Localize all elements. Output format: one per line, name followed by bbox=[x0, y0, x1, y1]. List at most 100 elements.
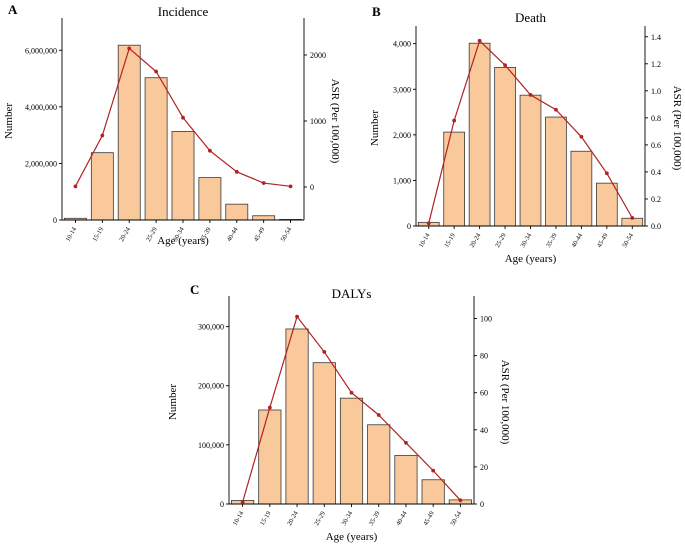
x-tick-label: 10-14 bbox=[232, 510, 246, 527]
asr-point-35-39 bbox=[207, 148, 212, 153]
x-axis-label: Age (years) bbox=[326, 531, 378, 543]
asr-point-30-34 bbox=[349, 390, 354, 395]
bar-45-49 bbox=[421, 479, 445, 505]
y-right-tick-label: 1.4 bbox=[651, 33, 661, 42]
asr-point-40-44 bbox=[579, 134, 584, 139]
y-tick-label: 4,000,000 bbox=[25, 103, 57, 112]
bar-20-24 bbox=[468, 42, 491, 227]
y-axis-label: Number bbox=[3, 103, 15, 139]
x-tick-label: 15-19 bbox=[443, 232, 457, 249]
bar-35-39 bbox=[367, 424, 391, 505]
panel-b: B Death 0 1,000 2,000 3,000 4,000 0.0 0.2 0.4 0.6 0… bbox=[369, 4, 683, 265]
asr-point-30-34 bbox=[181, 115, 185, 120]
x-tick-label: 50-54 bbox=[621, 232, 635, 249]
bar-25-29 bbox=[144, 77, 168, 221]
x-tick-label: 35-39 bbox=[368, 510, 382, 527]
x-tick-label: 20-24 bbox=[469, 232, 483, 249]
y-right-axis-label: ASR (Per 100,000) bbox=[499, 360, 511, 445]
x-tick-label: 45-49 bbox=[422, 510, 436, 527]
y-tick-label: 3,000 bbox=[393, 85, 411, 94]
y-tick-label: 2,000,000 bbox=[25, 159, 57, 168]
y-right-tick-label: 2000 bbox=[310, 51, 326, 60]
x-tick-label: 15-19 bbox=[91, 226, 105, 243]
x-tick-label: 40-44 bbox=[395, 510, 409, 527]
bar-40-44 bbox=[225, 203, 249, 221]
y-right-tick-label: 80 bbox=[480, 352, 488, 361]
y-right-tick-label: 20 bbox=[480, 463, 488, 472]
panel-a: A Incidence02,000,0004,000,0006,000,00001… bbox=[3, 2, 341, 247]
bar-40-44 bbox=[570, 150, 593, 227]
asr-point-45-49 bbox=[604, 171, 609, 176]
x-tick-label: 20-24 bbox=[286, 510, 300, 527]
chart-title: Death bbox=[515, 10, 547, 25]
y-tick-label: 200,000 bbox=[198, 382, 224, 391]
y-tick-label: 2,000 bbox=[393, 131, 411, 140]
bar-35-39 bbox=[545, 116, 567, 227]
x-tick-label: 25-29 bbox=[494, 232, 508, 249]
y-right-tick-label: 0.4 bbox=[651, 168, 661, 177]
asr-point-15-19 bbox=[452, 118, 457, 123]
x-tick-label: 15-19 bbox=[259, 510, 273, 527]
asr-point-30-34 bbox=[528, 92, 533, 97]
x-tick-label: 45-49 bbox=[253, 226, 267, 243]
y-right-tick-label: 1.0 bbox=[651, 87, 661, 96]
asr-point-25-29 bbox=[154, 69, 159, 74]
y-right-tick-label: 40 bbox=[480, 426, 488, 435]
y-tick-label: 0 bbox=[53, 216, 57, 225]
bar-30-34 bbox=[339, 397, 364, 505]
x-tick-label: 50-54 bbox=[449, 510, 463, 527]
asr-point-15-19 bbox=[267, 405, 272, 410]
panel-letter: B bbox=[372, 4, 381, 19]
asr-point-50-54 bbox=[630, 215, 635, 220]
y-tick-label: 6,000,000 bbox=[25, 46, 57, 55]
y-right-tick-label: 0.0 bbox=[651, 222, 661, 231]
bar-15-19 bbox=[90, 152, 114, 221]
bar-45-49 bbox=[252, 215, 276, 221]
asr-point-45-49 bbox=[431, 468, 436, 473]
chart-title: Incidence bbox=[158, 4, 209, 19]
panel-c: C DALYs 0 100,000 200,000 300,000 0 20 40 60 80 100… bbox=[167, 282, 511, 543]
x-tick-label: 10-14 bbox=[418, 232, 432, 249]
x-tick-label: 40-44 bbox=[226, 226, 240, 243]
asr-point-35-39 bbox=[376, 413, 381, 417]
y-tick-label: 4,000 bbox=[393, 40, 411, 49]
bar-25-29 bbox=[494, 66, 516, 227]
asr-point-10-14 bbox=[73, 184, 78, 189]
y-tick-label: 300,000 bbox=[198, 323, 224, 332]
y-right-axis-label: ASR (Per 100,000) bbox=[329, 79, 341, 164]
bar-30-34 bbox=[519, 94, 542, 227]
y-right-tick-label: 0.8 bbox=[651, 114, 661, 123]
x-tick-label: 40-44 bbox=[570, 232, 584, 249]
asr-point-50-54 bbox=[458, 498, 463, 503]
x-axis-label: Age (years) bbox=[157, 235, 209, 247]
y-axis-label: Number bbox=[167, 384, 179, 420]
asr-point-50-54 bbox=[288, 184, 293, 189]
asr-point-40-44 bbox=[404, 440, 408, 445]
y-tick-label: 100,000 bbox=[198, 441, 224, 450]
y-right-tick-label: 1000 bbox=[310, 117, 326, 126]
x-tick-label: 30-34 bbox=[341, 510, 355, 527]
asr-point-40-44 bbox=[234, 169, 239, 174]
bar-45-49 bbox=[596, 182, 618, 227]
asr-point-20-24 bbox=[127, 46, 132, 51]
asr-point-10-14 bbox=[240, 500, 245, 505]
asr-point-20-24 bbox=[477, 38, 482, 43]
bar-20-24 bbox=[285, 328, 309, 505]
x-tick-label: 50-54 bbox=[280, 226, 294, 243]
bar-15-19 bbox=[443, 131, 465, 227]
bar-35-39 bbox=[198, 177, 222, 221]
y-tick-label: 1,000 bbox=[393, 176, 411, 185]
y-right-tick-label: 0 bbox=[310, 183, 314, 192]
y-right-tick-label: 100 bbox=[480, 315, 492, 324]
y-right-tick-label: 60 bbox=[480, 389, 488, 398]
y-right-tick-label: 0 bbox=[480, 500, 484, 509]
asr-point-45-49 bbox=[261, 181, 266, 185]
y-right-tick-label: 0.2 bbox=[651, 195, 661, 204]
bar-30-34 bbox=[171, 131, 195, 221]
x-axis-label: Age (years) bbox=[505, 253, 557, 265]
bar-15-19 bbox=[258, 409, 282, 505]
asr-point-10-14 bbox=[426, 221, 431, 226]
chart-title: DALYs bbox=[332, 286, 372, 301]
y-right-tick-label: 1.2 bbox=[651, 60, 661, 69]
